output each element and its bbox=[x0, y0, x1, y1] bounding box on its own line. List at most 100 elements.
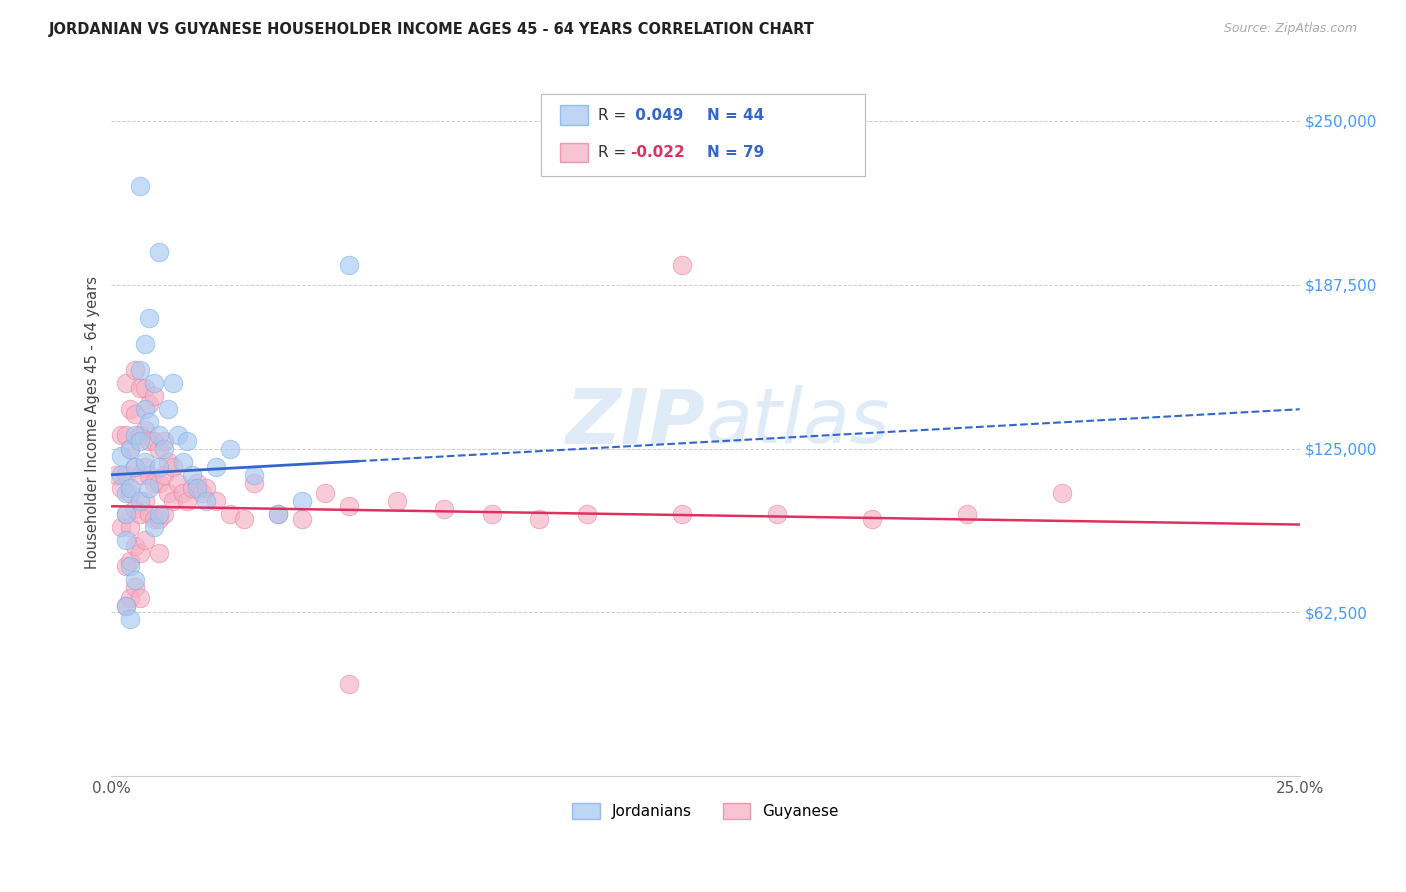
Point bbox=[124, 459, 146, 474]
Point bbox=[110, 450, 132, 464]
Point bbox=[124, 581, 146, 595]
Point bbox=[120, 481, 142, 495]
Point bbox=[114, 599, 136, 613]
Point bbox=[233, 512, 256, 526]
Y-axis label: Householder Income Ages 45 - 64 years: Householder Income Ages 45 - 64 years bbox=[86, 276, 100, 569]
Point bbox=[124, 428, 146, 442]
Point bbox=[129, 363, 152, 377]
Point bbox=[143, 512, 166, 526]
Point bbox=[337, 258, 360, 272]
Point bbox=[110, 467, 132, 482]
Point bbox=[314, 486, 336, 500]
Point bbox=[114, 428, 136, 442]
Point bbox=[148, 428, 170, 442]
Point bbox=[143, 389, 166, 403]
Point bbox=[124, 539, 146, 553]
Text: N = 44: N = 44 bbox=[707, 108, 765, 122]
Point bbox=[1050, 486, 1073, 500]
Point bbox=[143, 475, 166, 490]
Point bbox=[114, 559, 136, 574]
Point bbox=[860, 512, 883, 526]
Point bbox=[337, 500, 360, 514]
Point bbox=[120, 520, 142, 534]
Point bbox=[176, 494, 198, 508]
Point bbox=[148, 459, 170, 474]
Point bbox=[148, 507, 170, 521]
Text: R =: R = bbox=[598, 145, 631, 160]
Point bbox=[114, 599, 136, 613]
Point bbox=[124, 408, 146, 422]
Point bbox=[138, 310, 160, 325]
Point bbox=[195, 494, 218, 508]
Point bbox=[120, 591, 142, 605]
Text: JORDANIAN VS GUYANESE HOUSEHOLDER INCOME AGES 45 - 64 YEARS CORRELATION CHART: JORDANIAN VS GUYANESE HOUSEHOLDER INCOME… bbox=[49, 22, 815, 37]
Point bbox=[110, 481, 132, 495]
Point bbox=[129, 467, 152, 482]
Text: N = 79: N = 79 bbox=[707, 145, 765, 160]
Point bbox=[114, 507, 136, 521]
Point bbox=[157, 402, 180, 417]
Point bbox=[152, 434, 174, 448]
Point bbox=[138, 397, 160, 411]
Point bbox=[186, 481, 208, 495]
Point bbox=[129, 546, 152, 560]
Point bbox=[124, 459, 146, 474]
Point bbox=[143, 376, 166, 390]
Point bbox=[110, 520, 132, 534]
Point bbox=[671, 258, 693, 272]
Text: Source: ZipAtlas.com: Source: ZipAtlas.com bbox=[1223, 22, 1357, 36]
Point bbox=[134, 336, 156, 351]
Point bbox=[290, 512, 312, 526]
Point bbox=[120, 442, 142, 456]
Point bbox=[152, 467, 174, 482]
Point bbox=[766, 507, 789, 521]
Point bbox=[114, 486, 136, 500]
Point bbox=[120, 554, 142, 568]
Point bbox=[148, 442, 170, 456]
Point bbox=[172, 486, 194, 500]
Point bbox=[124, 573, 146, 587]
Point bbox=[337, 677, 360, 691]
Point bbox=[190, 486, 212, 500]
Point bbox=[134, 455, 156, 469]
Point bbox=[181, 481, 204, 495]
Text: ZIP: ZIP bbox=[565, 385, 706, 459]
Point bbox=[267, 507, 290, 521]
Point bbox=[134, 533, 156, 548]
Point bbox=[138, 481, 160, 495]
Point bbox=[129, 381, 152, 395]
Point bbox=[148, 475, 170, 490]
Point bbox=[134, 381, 156, 395]
Point bbox=[205, 494, 228, 508]
Point bbox=[120, 486, 142, 500]
Point bbox=[152, 442, 174, 456]
Point bbox=[143, 434, 166, 448]
Point bbox=[114, 507, 136, 521]
Point bbox=[575, 507, 598, 521]
Point bbox=[138, 415, 160, 429]
Point bbox=[120, 559, 142, 574]
Point bbox=[129, 428, 152, 442]
Point bbox=[129, 494, 152, 508]
Text: atlas: atlas bbox=[706, 385, 890, 459]
Point bbox=[671, 507, 693, 521]
Point bbox=[120, 442, 142, 456]
Point bbox=[152, 507, 174, 521]
Point bbox=[110, 428, 132, 442]
Point bbox=[243, 475, 266, 490]
Point bbox=[205, 459, 228, 474]
Point bbox=[129, 507, 152, 521]
Point bbox=[167, 428, 190, 442]
Point bbox=[105, 467, 128, 482]
Point bbox=[527, 512, 550, 526]
Point bbox=[134, 459, 156, 474]
Point bbox=[157, 486, 180, 500]
Point bbox=[120, 402, 142, 417]
Point bbox=[162, 459, 184, 474]
Text: R =: R = bbox=[598, 108, 631, 122]
Point bbox=[385, 494, 408, 508]
Point bbox=[114, 376, 136, 390]
Point bbox=[129, 591, 152, 605]
Point bbox=[148, 546, 170, 560]
Point bbox=[148, 244, 170, 259]
